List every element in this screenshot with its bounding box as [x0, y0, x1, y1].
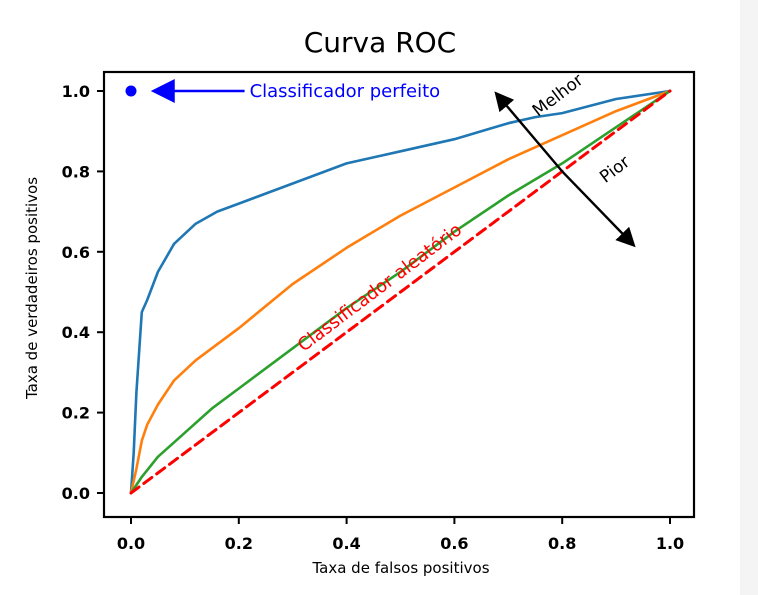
worse-label: Pior: [596, 152, 634, 187]
x-tick-label: 0.8: [548, 534, 576, 553]
x-axis-label: Taxa de falsos positivos: [311, 559, 489, 577]
y-tick-label: 0.4: [62, 323, 90, 342]
random-label: Classificador aleatório: [294, 219, 466, 356]
series-group: [125, 85, 672, 495]
y-tick-label: 0.6: [62, 243, 90, 262]
series-line-3: [129, 89, 672, 495]
plot-frame: [102, 70, 696, 519]
perfect-point: [125, 85, 137, 97]
axis-ticks: 0.0 0.2 0.4 0.6 0.8 1.0 0.0 0.2 0.4 0.6 0.8 1.0: [62, 82, 685, 553]
x-tick-label: 1.0: [656, 534, 684, 553]
worse-arrow: [561, 170, 636, 248]
y-axis-label: Taxa de verdadeiros positivos: [23, 177, 41, 400]
y-tick-label: 1.0: [62, 82, 90, 101]
x-tick-label: 0.6: [440, 534, 468, 553]
series-line-1: [129, 89, 672, 495]
x-tick-label: 0.0: [117, 534, 145, 553]
y-tick-label: 0.2: [62, 404, 90, 423]
window-edge: [740, 0, 758, 595]
y-tick-label: 0.0: [62, 484, 90, 503]
y-tick-label: 0.8: [62, 162, 90, 181]
better-arrow: [494, 91, 564, 173]
x-tick-label: 0.2: [225, 534, 253, 553]
x-tick-label: 0.4: [332, 534, 360, 553]
chart-title: Curva ROC: [304, 26, 456, 59]
series-random-line: [129, 89, 672, 495]
perfect-label: Classificador perfeito: [250, 81, 441, 102]
series-line-2: [129, 89, 672, 495]
